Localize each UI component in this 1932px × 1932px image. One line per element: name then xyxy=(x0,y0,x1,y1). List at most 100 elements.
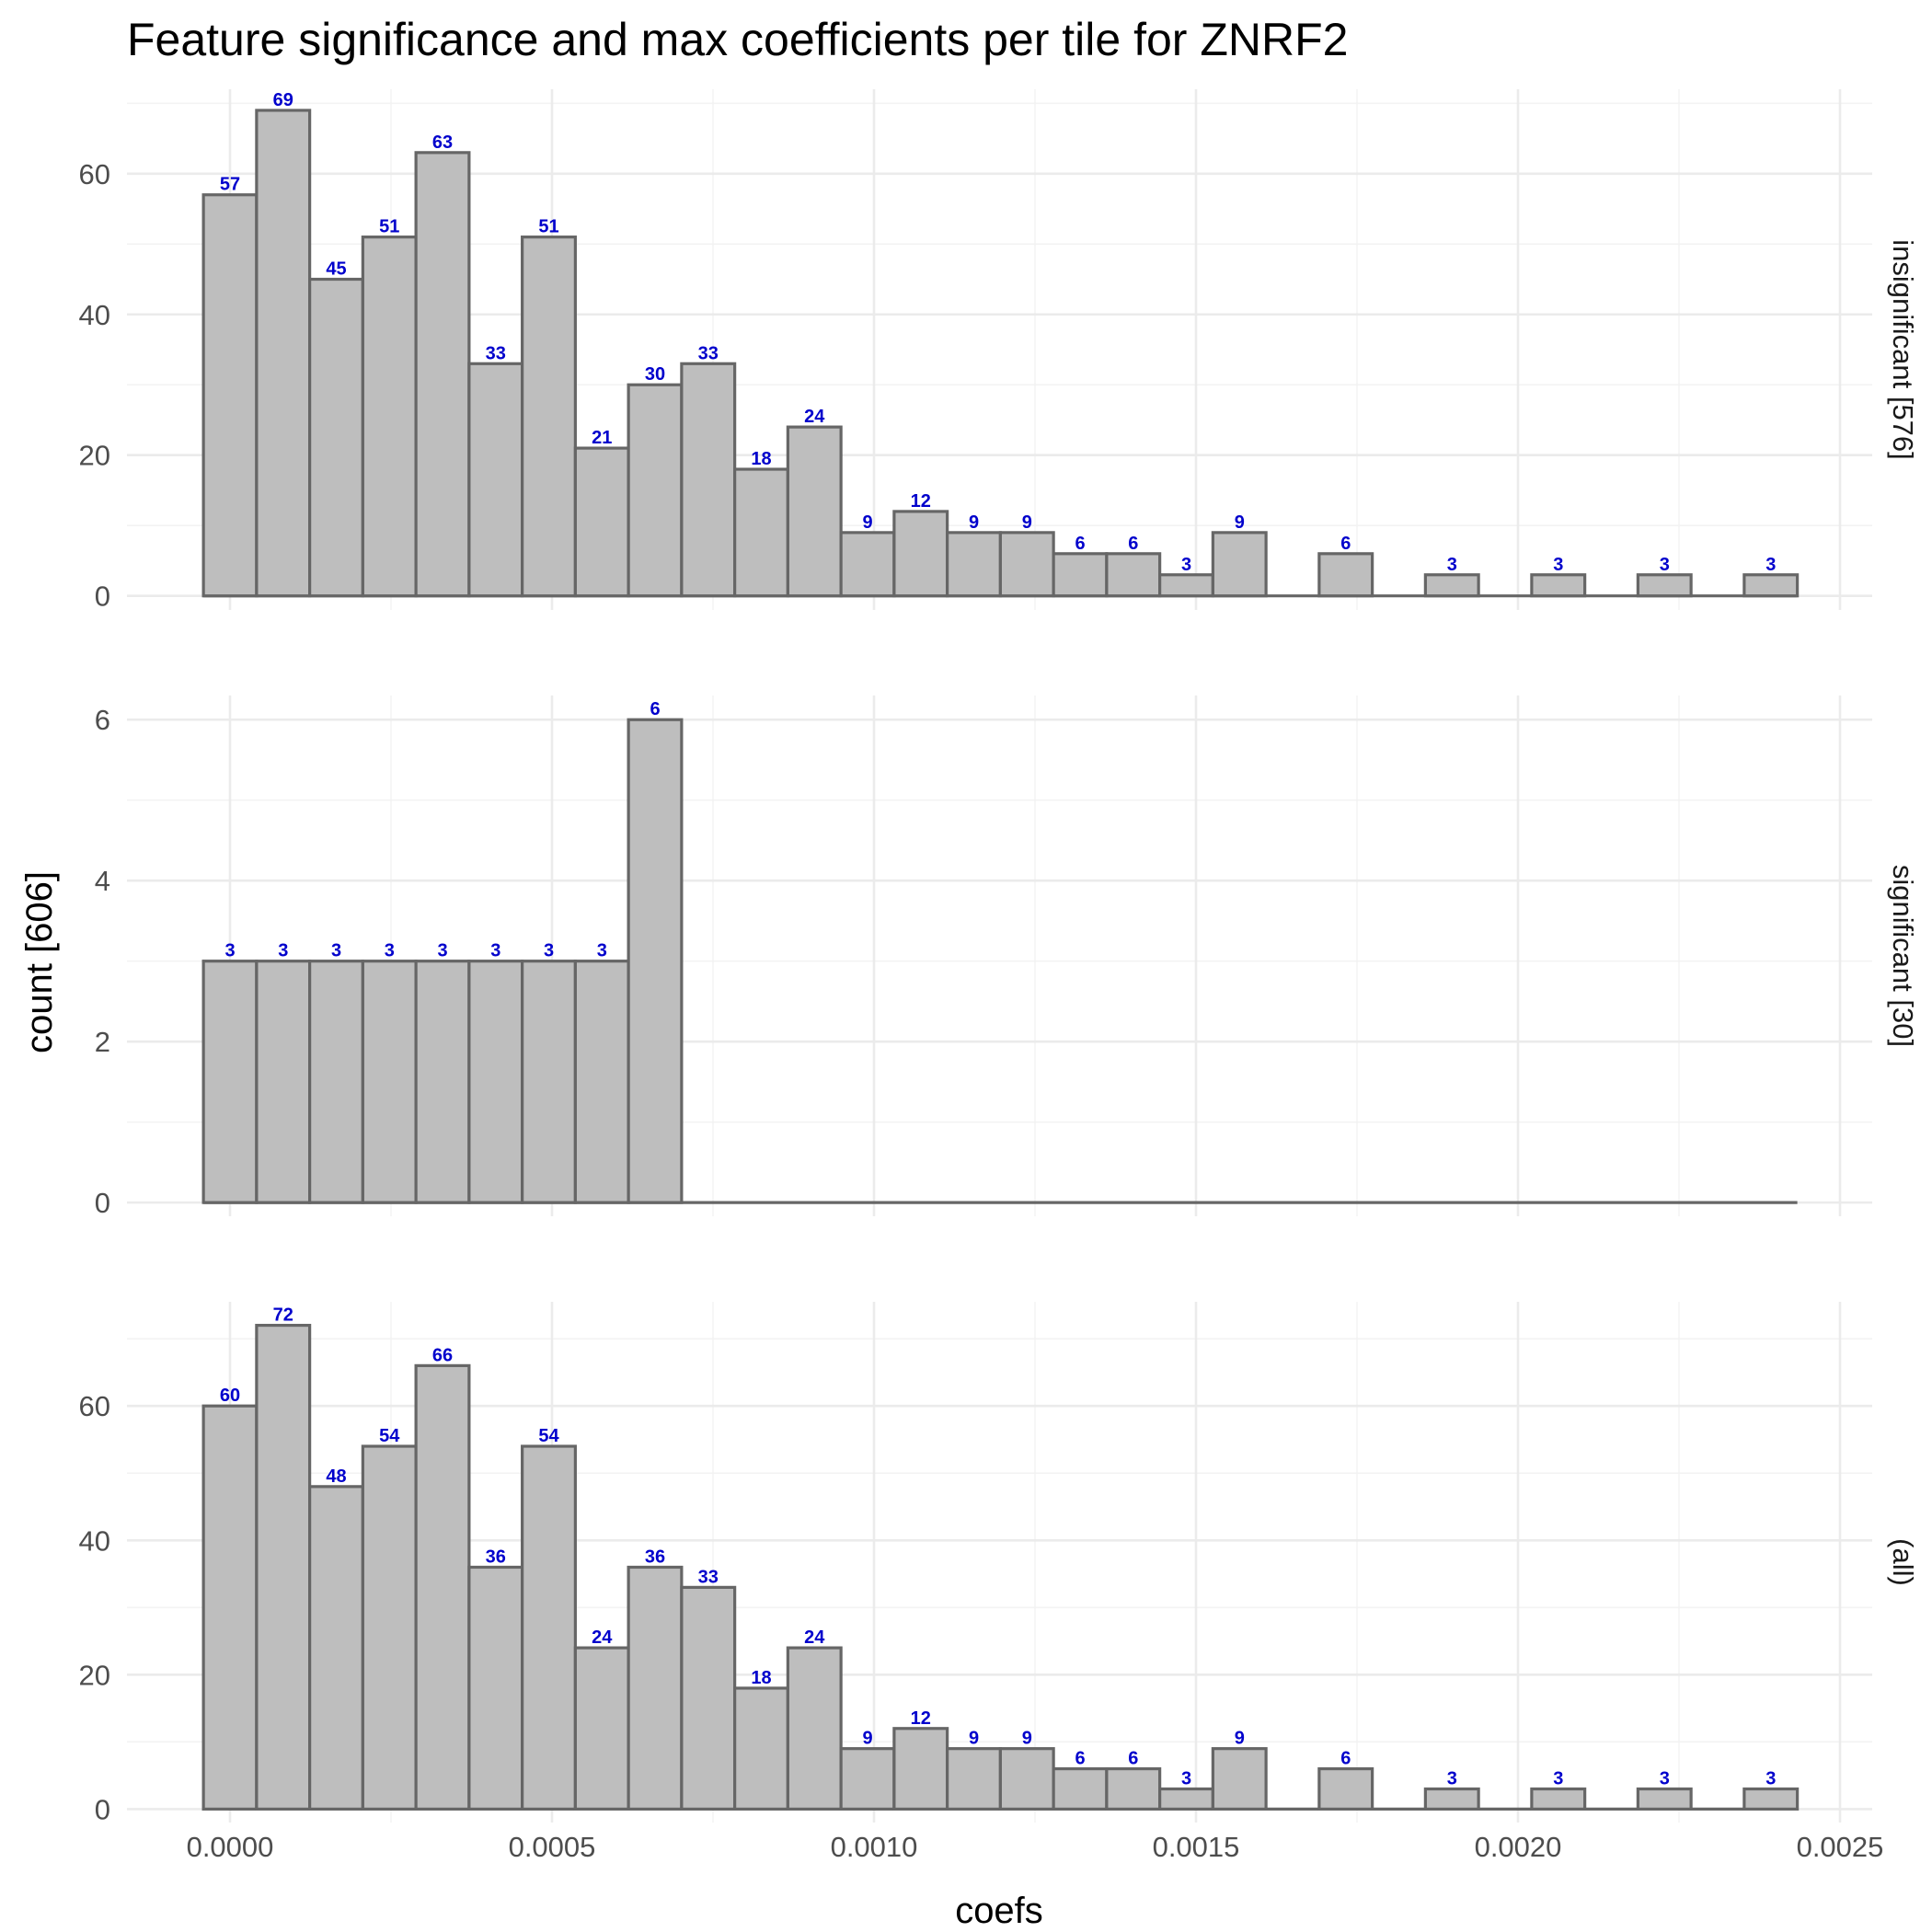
y-tick-label: 60 xyxy=(79,1390,110,1422)
histogram-bar xyxy=(1105,1766,1162,1811)
histogram-bar xyxy=(308,1485,364,1811)
bar-count-label: 6 xyxy=(1128,534,1138,554)
bar-count-label: 36 xyxy=(486,1547,506,1567)
bar-count-label: 6 xyxy=(1128,1749,1138,1769)
histogram-bar xyxy=(1052,1766,1109,1811)
bar-count-label: 54 xyxy=(379,1426,400,1446)
histogram-bar xyxy=(573,1646,630,1811)
histogram-bar xyxy=(1636,1787,1693,1811)
histogram-bar xyxy=(1211,1747,1268,1811)
y-tick-label: 20 xyxy=(79,1659,110,1691)
histogram-bar xyxy=(573,446,630,598)
histogram-bar xyxy=(998,1747,1055,1811)
histogram-bar xyxy=(998,531,1055,598)
bar-count-label: 33 xyxy=(486,343,506,363)
y-tick-label: 0 xyxy=(95,1793,110,1825)
histogram-bar xyxy=(680,1585,737,1811)
histogram-bar xyxy=(255,960,312,1204)
histogram-bar xyxy=(1530,573,1587,598)
histogram-bar xyxy=(786,425,843,598)
y-tick-label: 20 xyxy=(79,440,110,472)
bar-count-label: 66 xyxy=(432,1345,453,1365)
bar-count-label: 6 xyxy=(1075,534,1085,554)
bar-count-label: 63 xyxy=(432,132,453,153)
chart-title: Feature significance and max coefficient… xyxy=(127,14,1348,65)
histogram-bar xyxy=(1105,552,1162,598)
bar-count-label: 9 xyxy=(969,512,979,533)
histogram-bar xyxy=(255,1323,312,1811)
histogram-bar xyxy=(521,1444,577,1811)
histogram-bar xyxy=(467,362,524,598)
bar-count-label: 24 xyxy=(804,407,825,427)
histogram-bar xyxy=(201,1404,259,1811)
bar-count-label: 12 xyxy=(911,491,931,512)
bar-count-label: 9 xyxy=(1022,1729,1032,1749)
bar-count-label: 3 xyxy=(1660,1768,1670,1788)
histogram-bar xyxy=(627,383,684,598)
histogram-bar xyxy=(361,1444,418,1811)
bar-count-label: 9 xyxy=(1022,512,1032,533)
y-tick-label: 60 xyxy=(79,158,110,190)
y-tick-label: 40 xyxy=(79,299,110,331)
bar-count-label: 30 xyxy=(645,364,665,385)
y-tick-label: 0 xyxy=(95,1187,110,1219)
histogram-bar xyxy=(201,960,259,1204)
x-tick-label: 0.0015 xyxy=(1153,1831,1240,1863)
facet-strip-label: (all) xyxy=(1887,1538,1919,1586)
bar-count-label: 3 xyxy=(1553,1768,1563,1788)
histogram-bar xyxy=(733,467,789,598)
bar-count-label: 3 xyxy=(1181,555,1191,575)
bar-count-label: 3 xyxy=(1447,1768,1457,1788)
x-tick-label: 0.0010 xyxy=(831,1831,918,1863)
bar-count-label: 33 xyxy=(698,343,719,363)
bar-count-label: 9 xyxy=(1235,512,1245,533)
facet-strip-label: insignificant [576] xyxy=(1887,239,1919,460)
histogram-bar xyxy=(892,1727,949,1811)
bar-count-label: 69 xyxy=(273,90,293,110)
bar-count-label: 3 xyxy=(597,941,607,961)
histogram-bar xyxy=(1158,573,1214,598)
histogram-bar xyxy=(201,193,259,598)
x-tick-label: 0.0025 xyxy=(1797,1831,1884,1863)
histogram-bar xyxy=(733,1686,789,1811)
histogram-bar xyxy=(361,960,418,1204)
histogram-bar xyxy=(467,960,524,1204)
bar-count-label: 36 xyxy=(645,1547,665,1567)
histogram-bar xyxy=(627,718,684,1204)
bar-count-label: 51 xyxy=(538,217,558,237)
bar-count-label: 51 xyxy=(379,217,399,237)
histogram-bar xyxy=(467,1565,524,1811)
bar-count-label: 3 xyxy=(331,941,341,961)
bar-count-label: 3 xyxy=(1765,1768,1776,1788)
x-tick-label: 0.0005 xyxy=(509,1831,596,1863)
bar-count-label: 3 xyxy=(544,941,554,961)
histogram-bar xyxy=(946,1747,1002,1811)
histogram-bar xyxy=(1317,552,1374,598)
histogram-bar xyxy=(1052,552,1109,598)
histogram-bar xyxy=(573,960,630,1204)
bar-count-label: 9 xyxy=(969,1729,979,1749)
bar-count-label: 6 xyxy=(1075,1749,1085,1769)
histogram-bar xyxy=(680,362,737,598)
bar-count-label: 9 xyxy=(862,512,872,533)
y-axis-title: count [606] xyxy=(19,871,60,1053)
y-tick-label: 40 xyxy=(79,1524,110,1557)
histogram-bar xyxy=(839,531,896,598)
bar-count-label: 24 xyxy=(804,1627,825,1648)
bar-count-label: 12 xyxy=(911,1708,931,1729)
histogram-bar xyxy=(1742,573,1800,598)
histogram-bar xyxy=(946,531,1002,598)
bar-count-label: 18 xyxy=(751,449,771,469)
x-axis-title: coefs xyxy=(955,1891,1043,1931)
bar-count-label: 60 xyxy=(220,1386,240,1406)
bar-count-label: 3 xyxy=(437,941,447,961)
bar-count-label: 54 xyxy=(538,1426,559,1446)
histogram-bar xyxy=(1158,1787,1214,1811)
bar-count-label: 3 xyxy=(490,941,500,961)
histogram-bar xyxy=(361,236,418,598)
facet-panel: 0 2 4 6 3 3 3 3 3 3 3 3 6 significant [30] xyxy=(95,696,1919,1219)
